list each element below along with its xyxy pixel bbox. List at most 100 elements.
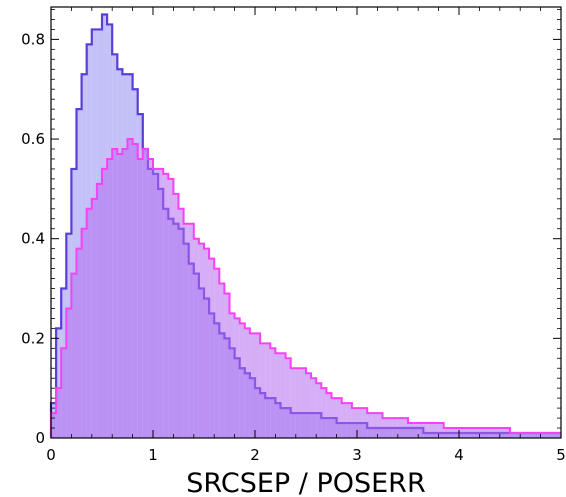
series-2-bar [484,428,490,438]
series-2-bar [142,149,148,438]
series-2-bar [428,423,434,438]
series-2-bar [204,248,210,438]
series-2-bar [66,308,72,438]
series-2-bar [362,408,368,438]
x-tick-label: 2 [250,446,260,464]
series-2-bar [321,388,327,438]
series-2-bar [336,398,342,438]
series-2-step-line [50,138,561,438]
series-2-bar [306,373,312,438]
series-2-bar [341,403,347,438]
series-2-bar [387,418,393,438]
series-2-bar [525,433,531,438]
series-2-bar [402,418,408,438]
series-2-bar [91,198,97,438]
series-2-bar [535,433,541,438]
series-2-bar [244,328,250,438]
series-2-bar [418,423,424,438]
series-2-bar [122,149,128,438]
series-2-bar [351,408,357,438]
series-2-bar [224,293,230,438]
series-2-bar [545,433,551,438]
series-2-bar [183,223,189,438]
series-2-bar [270,348,276,438]
series-2-bar [178,208,184,438]
series-2-bar [438,423,444,438]
series-2-bar [443,428,449,438]
series-2-bar [76,248,82,438]
series-2-bar [392,418,398,438]
series-2-bar [275,353,281,438]
series-2-bar [515,433,521,438]
x-tick-label: 4 [454,446,464,464]
series-2-bar [448,428,454,438]
y-tick-label: 0.4 [21,230,45,248]
series-2-bar [479,428,485,438]
series-2-bar [555,433,561,438]
series-2-bar [86,208,92,438]
series-2-bar [540,433,546,438]
series-2-bar [239,323,245,438]
series-2-bar [464,428,470,438]
series-2-bar [469,428,475,438]
series-2-bar [193,238,199,438]
x-tick-label: 5 [556,446,566,464]
series-2-bar [290,368,296,438]
series-2-bar [265,343,271,438]
series-2-bar [504,428,510,438]
series-2-bar [372,413,378,438]
plot-frame [50,6,562,439]
x-tick-label: 1 [148,446,158,464]
series-2-bar [132,144,138,438]
series-2-bar [459,428,465,438]
series-2-bar [188,223,194,438]
ticks-layer: 0 1 2 3 4 5 0 0.2 0.4 0.6 0.8 [21,7,566,464]
series-2-bar [260,343,266,438]
series-2-bar [316,383,322,438]
x-axis-title: SRCSEP / POSERR [186,468,425,497]
series-2-bar [163,173,169,439]
x-tick-label: 3 [352,446,362,464]
series-2-bar [117,153,123,438]
series-2-bar [550,433,556,438]
series-2-bar [229,313,235,438]
series-2-bar [255,333,261,438]
series-2 [50,138,561,439]
series-2-bar [530,433,536,438]
series-2-bar [408,423,414,438]
series-2-bar [423,423,429,438]
series-2-bar [198,243,204,438]
series-2-bar [453,428,459,438]
series-2-bar [397,418,403,438]
series-2-bar [234,318,240,438]
series-2-bar [71,273,77,438]
series-2-bar [173,193,179,438]
series-2-bar [413,423,419,438]
series-2-bar [433,423,439,438]
series-2-bar [61,348,67,438]
series-2-bar [137,158,143,438]
series-2-bar [280,353,286,438]
series-2-bar [249,333,255,438]
series-2-bar [499,428,505,438]
series-2-bar [214,268,220,438]
series-1-bar [56,328,62,438]
series-2-bar [367,413,373,438]
series-2-bar [127,139,133,438]
series-2-bar [489,428,495,438]
series-2-bar [300,368,306,438]
series-2-bar [158,168,164,439]
series-2-bar [474,428,480,438]
series-2-bar [153,168,159,439]
series-2-bar [311,378,317,438]
series-layer [49,13,561,439]
series-2-bar [96,183,102,438]
series-2-bar [112,149,118,438]
series-2-bar [56,388,62,438]
series-2-bar [209,258,215,438]
series-2-bar [107,158,113,438]
series-2-bar [219,283,225,438]
series-2-bar [295,368,301,438]
series-2-bar [382,418,388,438]
series-2-bar [51,413,57,438]
